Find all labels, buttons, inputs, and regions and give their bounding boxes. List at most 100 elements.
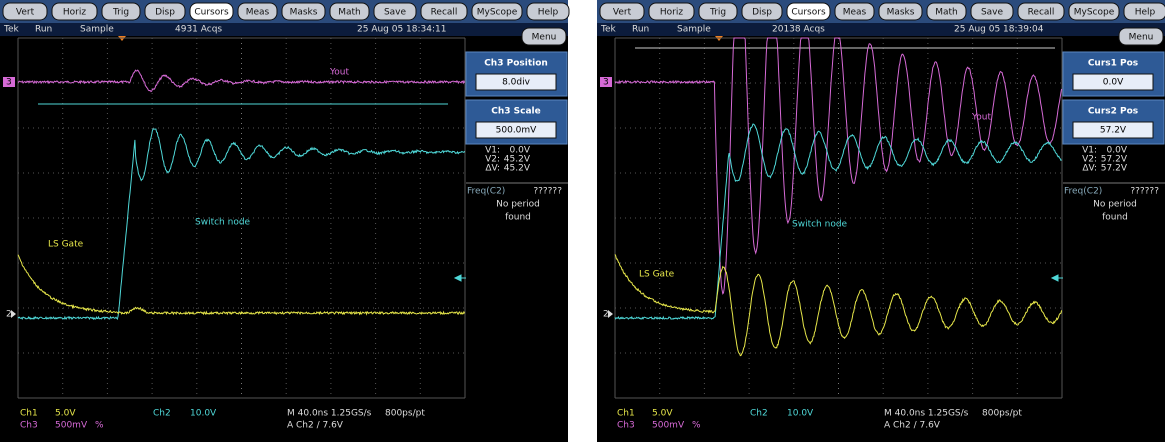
readout: M 40.0ns 1.25GS/s — [884, 409, 969, 419]
readout: 800ps/pt — [982, 409, 1022, 419]
menu-button-label[interactable]: MyScope — [477, 8, 518, 18]
menu-button-label[interactable]: Save — [384, 8, 407, 18]
channel-marker-label: 3 — [6, 78, 12, 88]
freq-note: found — [505, 213, 531, 223]
menu-button[interactable] — [648, 2, 695, 21]
trace-label: Switch node — [792, 220, 848, 230]
cursor-readout-label: V2: — [1082, 155, 1097, 165]
menu-button[interactable] — [101, 2, 141, 21]
side-menu-title[interactable]: Curs2 Pos — [1088, 107, 1138, 117]
menu-button[interactable] — [2, 2, 48, 21]
trace-label: LS Gate — [48, 240, 84, 250]
readout: Ch3 — [20, 421, 38, 431]
menu-button-label[interactable]: Meas — [843, 8, 867, 18]
readout: 5.0V — [652, 409, 673, 419]
menu-button[interactable] — [834, 2, 875, 21]
readout: % — [692, 421, 701, 431]
channel-marker — [600, 77, 612, 87]
scope-screen: Vert Horiz Trig Disp Cursors Meas Masks Math Sav… — [597, 0, 1165, 442]
menu-button-label[interactable]: Disp — [752, 8, 772, 18]
menu-button[interactable] — [521, 27, 567, 46]
menu-button-label[interactable]: Meas — [246, 8, 270, 18]
status-bar — [0, 23, 568, 36]
side-menu-title[interactable]: Curs1 Pos — [1088, 59, 1138, 69]
readout: 10.0V — [787, 409, 814, 419]
menu-button[interactable] — [1118, 27, 1164, 46]
status-text: Sample — [80, 25, 114, 35]
cursor-readout-value: 45.2V — [504, 155, 531, 165]
menu-button-label[interactable]: Recall — [431, 8, 458, 18]
menu-button[interactable] — [741, 2, 783, 21]
cursor-readout-label: ΔV: — [485, 164, 500, 174]
menu-button[interactable] — [281, 2, 326, 21]
readout: Ch1 — [20, 409, 38, 419]
menu-button-label[interactable]: Trig — [112, 8, 129, 18]
trace-ch1 — [614, 254, 1063, 357]
menu-button-label[interactable]: Horiz — [660, 8, 683, 18]
side-menu-title[interactable]: Ch3 Scale — [491, 107, 541, 117]
channel-marker-arrow — [608, 310, 613, 318]
cursor-readout-label: V2: — [485, 155, 500, 165]
menu-button-label[interactable]: Help — [538, 8, 559, 18]
menu-button[interactable] — [1123, 2, 1165, 21]
menu-button-label[interactable]: Save — [981, 8, 1004, 18]
menu-button[interactable] — [144, 2, 186, 21]
menu-button-label[interactable]: Recall — [1028, 8, 1055, 18]
menu-button[interactable] — [878, 2, 923, 21]
menu-button[interactable] — [373, 2, 417, 21]
menu-button-label[interactable]: Math — [935, 8, 958, 18]
status-text: Run — [632, 25, 649, 35]
side-menu-value-box — [475, 121, 557, 139]
menu-button-label[interactable]: Masks — [290, 8, 318, 18]
scope-screen: Vert Horiz Trig Disp Cursors Meas Masks Math Sav… — [0, 0, 570, 442]
menu-button-label[interactable]: Masks — [887, 8, 915, 18]
status-text: 25 Aug 05 18:34:11 — [357, 25, 446, 35]
menu-button-label[interactable]: Cursors — [791, 8, 826, 18]
side-menu-value-box — [475, 73, 557, 91]
menu-button-label[interactable]: Disp — [155, 8, 175, 18]
menu-button-label[interactable]: MyScope — [1074, 8, 1115, 18]
status-text: 25 Aug 05 18:39:04 — [954, 25, 1044, 35]
menu-button-label[interactable]: Vert — [613, 8, 632, 18]
menu-button[interactable] — [1017, 2, 1065, 21]
menu-button[interactable] — [599, 2, 645, 21]
trigger-level — [453, 274, 466, 282]
menu-button[interactable] — [471, 2, 523, 21]
side-menu-title[interactable]: Ch3 Position — [484, 59, 548, 69]
menu-button[interactable] — [329, 2, 370, 21]
menu-button-label[interactable]: Menu — [532, 33, 557, 43]
menu-button-label[interactable]: Vert — [16, 8, 35, 18]
menu-button-label[interactable]: Horiz — [63, 8, 86, 18]
readout: Ch1 — [617, 409, 635, 419]
side-menu-value: 0.0V — [1103, 78, 1124, 88]
cursor-readout-value: 45.2V — [504, 164, 531, 174]
menu-button-label[interactable]: Trig — [709, 8, 726, 18]
menu-button-label[interactable]: Cursors — [194, 8, 229, 18]
readout: % — [95, 421, 104, 431]
freq-note: No period — [496, 200, 540, 210]
menu-button[interactable] — [698, 2, 738, 21]
cursor-readout-value: 57.2V — [1101, 164, 1128, 174]
trace-label: Yout — [329, 68, 350, 78]
trigger-level — [1050, 274, 1063, 282]
menu-button[interactable] — [237, 2, 278, 21]
menu-button[interactable] — [526, 2, 570, 21]
menu-button[interactable] — [786, 2, 831, 21]
cursor-readout-value: 0.0V — [510, 146, 531, 156]
menu-button[interactable] — [189, 2, 234, 21]
menu-button[interactable] — [970, 2, 1014, 21]
trace-ch2 — [614, 123, 1062, 320]
menu-button-label[interactable]: Menu — [1129, 33, 1154, 43]
menu-button[interactable] — [926, 2, 967, 21]
readout: Ch3 — [617, 421, 635, 431]
status-text: 4931 Acqs — [175, 25, 222, 35]
status-text: Tek — [600, 25, 617, 35]
menu-button[interactable] — [51, 2, 98, 21]
menu-button[interactable] — [1068, 2, 1120, 21]
menu-button-label[interactable]: Help — [1135, 8, 1156, 18]
menu-button[interactable] — [420, 2, 468, 21]
menu-button-label[interactable]: Math — [338, 8, 361, 18]
trace-label: LS Gate — [639, 270, 675, 280]
channel-marker-label: 3 — [603, 78, 609, 88]
